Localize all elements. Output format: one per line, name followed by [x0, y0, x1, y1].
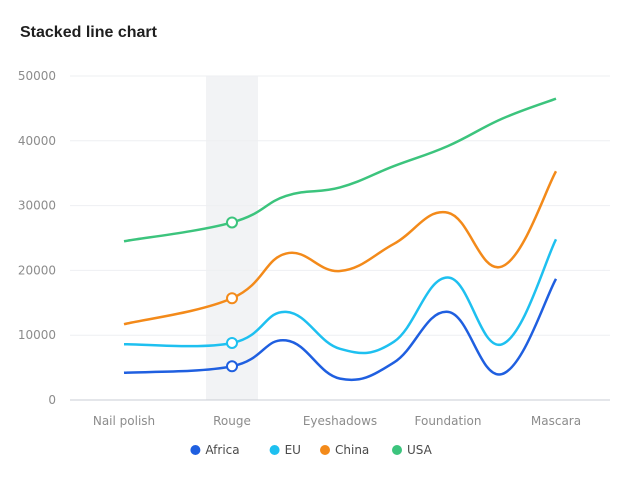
x-tick-label: Nail polish	[93, 414, 155, 428]
highlight-band	[206, 76, 258, 400]
x-tick-label: Rouge	[213, 414, 251, 428]
legend-marker-usa	[392, 445, 402, 455]
x-tick-label: Foundation	[415, 414, 482, 428]
legend-label-eu: EU	[285, 443, 301, 457]
series-line-usa	[123, 97, 557, 243]
x-tick-label: Eyeshadows	[303, 414, 377, 428]
legend-label-usa: USA	[407, 443, 433, 457]
y-tick-label: 10000	[18, 328, 56, 342]
data-point-marker	[226, 216, 238, 229]
legend-marker-eu	[269, 445, 280, 455]
data-point-marker	[226, 336, 238, 349]
y-tick-label: 40000	[18, 134, 56, 148]
y-tick-label: 20000	[18, 263, 56, 277]
y-tick-label: 0	[48, 393, 56, 407]
legend-label-africa: Africa	[205, 443, 239, 457]
data-point-marker	[226, 292, 238, 305]
x-tick-label: Mascara	[531, 414, 581, 428]
y-tick-label: 50000	[18, 69, 56, 83]
legend-label-china: China	[335, 443, 369, 457]
legend-marker-china	[320, 445, 330, 455]
chart-title: Stacked line chart	[20, 24, 157, 41]
legend-marker-africa	[190, 445, 201, 455]
series-line-eu	[123, 238, 558, 355]
data-point-marker	[226, 360, 238, 373]
series-line-china	[123, 170, 558, 326]
y-tick-label: 30000	[18, 199, 56, 213]
series-line-africa	[123, 278, 558, 382]
